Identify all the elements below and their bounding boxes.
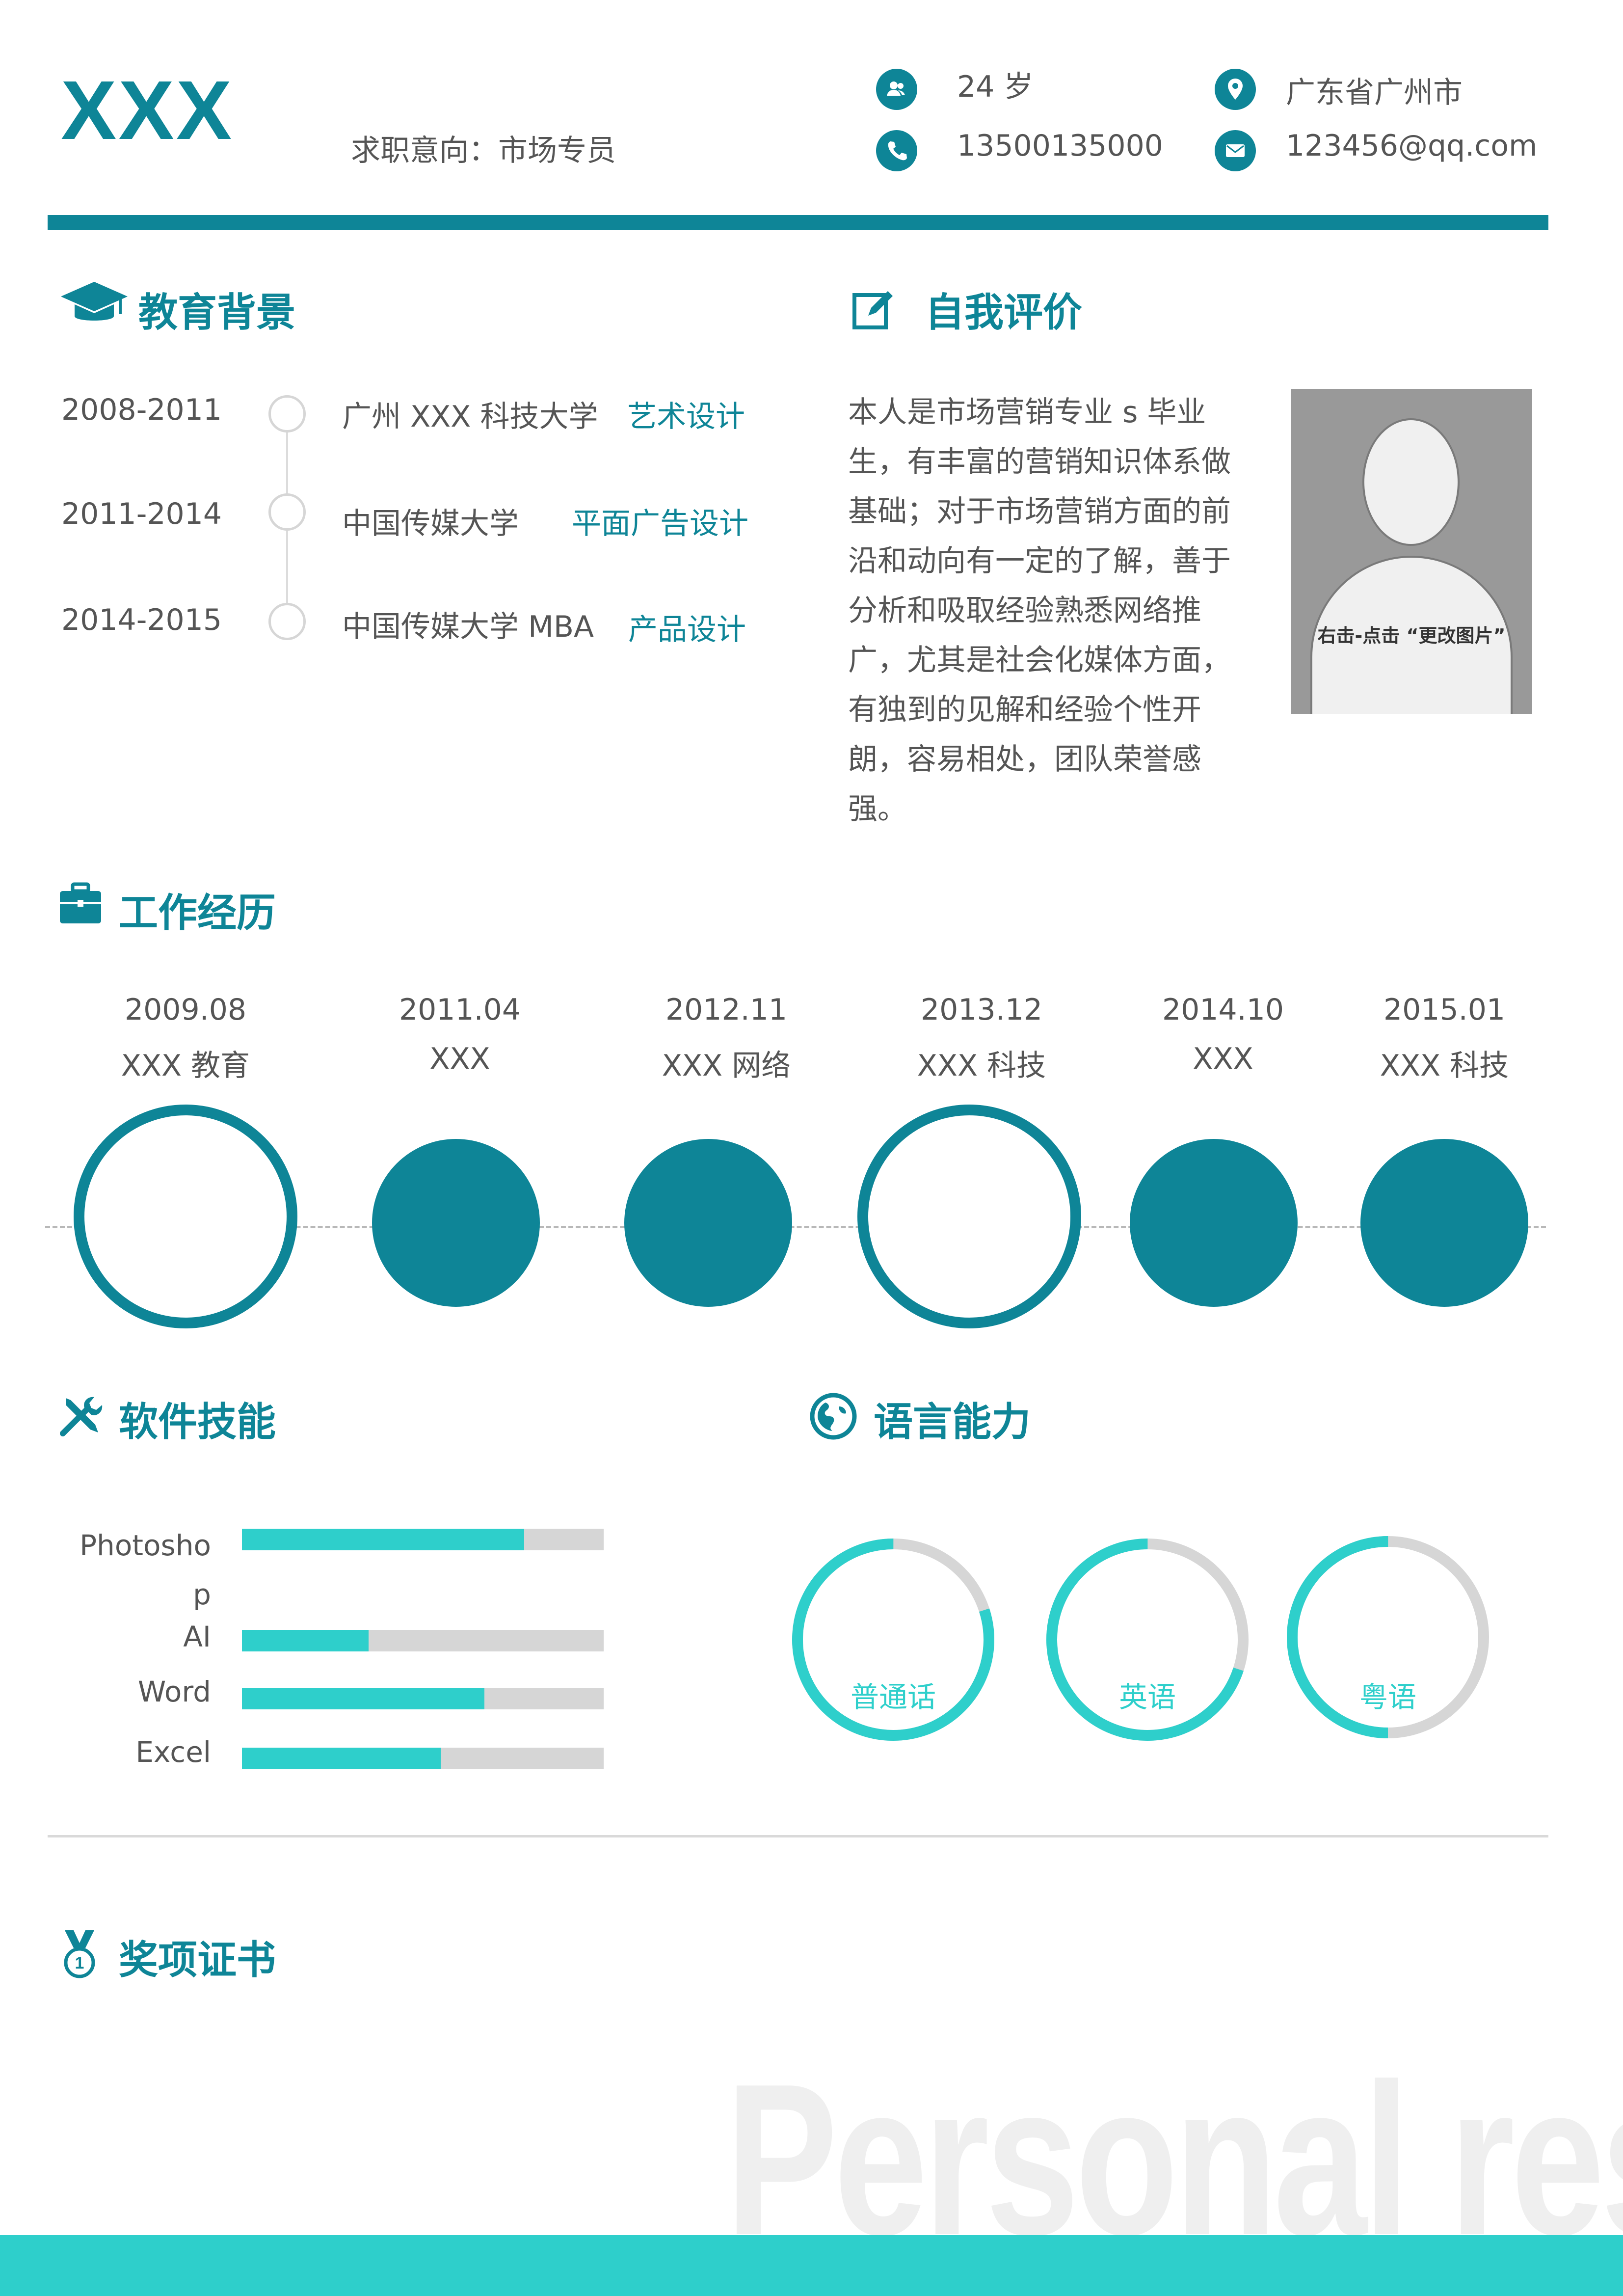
skill-bar-track xyxy=(242,1748,604,1769)
candidate-name: XXX xyxy=(61,64,234,157)
work-date: 2011.04 xyxy=(399,993,521,1027)
briefcase-icon xyxy=(58,881,103,928)
section-divider xyxy=(48,1835,1548,1837)
skill-bar-fill xyxy=(242,1529,524,1550)
user-icon xyxy=(876,69,917,110)
education-node xyxy=(268,603,306,640)
tools-icon xyxy=(58,1393,106,1443)
education-major: 产品设计 xyxy=(628,613,746,647)
skill-bar-fill xyxy=(242,1688,484,1709)
skill-label: Word xyxy=(137,1675,211,1708)
language-ring-chart xyxy=(792,1539,994,1741)
skill-label: AI xyxy=(183,1620,211,1653)
profile-photo-placeholder[interactable]: 右击-点击 “更改图片” xyxy=(1291,389,1532,714)
graduation-cap-icon xyxy=(60,279,129,330)
work-node-ring xyxy=(857,1105,1081,1328)
work-node-ring xyxy=(74,1105,297,1328)
work-date: 2014.10 xyxy=(1162,993,1284,1027)
awards-title: 奖项证书 xyxy=(119,1937,276,1983)
watermark-text: Personal resume xyxy=(725,2039,1623,2280)
language-ring-chart xyxy=(1046,1539,1249,1741)
phone-icon xyxy=(876,130,917,171)
skills-title: 软件技能 xyxy=(119,1399,276,1445)
skill-bar-track xyxy=(242,1529,604,1550)
work-date: 2015.01 xyxy=(1383,993,1506,1027)
education-major: 艺术设计 xyxy=(627,400,745,434)
work-date: 2012.11 xyxy=(665,993,788,1027)
work-company: XXX 科技 xyxy=(917,1049,1046,1083)
skill-bar-track xyxy=(242,1630,604,1651)
work-company: XXX xyxy=(429,1042,490,1076)
skill-label: Photoshop xyxy=(80,1529,211,1611)
languages-title: 语言能力 xyxy=(874,1399,1031,1445)
language-label: 英语 xyxy=(1118,1680,1176,1714)
location-text: 广东省广州市 xyxy=(1286,76,1463,110)
job-intent: 求职意向：市场专员 xyxy=(351,134,616,168)
education-years: 2008-2011 xyxy=(61,393,222,427)
language-ring-progress xyxy=(792,1539,994,1741)
photo-caption: 右击-点击 “更改图片” xyxy=(1317,625,1506,647)
email-text: 123456@qq.com xyxy=(1286,129,1538,163)
education-major: 平面广告设计 xyxy=(572,507,748,541)
evaluation-title: 自我评价 xyxy=(925,290,1082,335)
education-title: 教育背景 xyxy=(138,290,295,335)
education-years: 2014-2015 xyxy=(61,603,222,637)
language-ring-progress xyxy=(1287,1536,1489,1738)
skill-label: Excel xyxy=(135,1735,211,1769)
svg-text:1: 1 xyxy=(75,1954,84,1972)
work-node-filled xyxy=(1360,1139,1528,1307)
globe-icon xyxy=(809,1392,858,1443)
phone-text: 13500135000 xyxy=(957,129,1163,163)
education-years: 2011-2014 xyxy=(61,497,222,531)
skill-bar-track xyxy=(242,1688,604,1709)
work-node-filled xyxy=(624,1139,792,1307)
location-pin-icon xyxy=(1215,69,1256,110)
work-date: 2013.12 xyxy=(920,993,1043,1027)
work-company: XXX xyxy=(1193,1042,1253,1076)
edit-icon xyxy=(851,287,896,333)
mail-icon xyxy=(1215,130,1256,171)
language-ring-progress xyxy=(1046,1539,1249,1741)
education-node xyxy=(268,493,306,531)
skill-bar-fill xyxy=(242,1748,441,1769)
education-school: 中国传媒大学 xyxy=(342,507,519,541)
education-school: 中国传媒大学 MBA xyxy=(342,610,594,644)
work-company: XXX 网络 xyxy=(662,1049,791,1083)
work-node-filled xyxy=(1130,1139,1298,1307)
work-company: XXX 教育 xyxy=(121,1049,250,1083)
language-ring-chart xyxy=(1287,1536,1489,1738)
education-school: 广州 XXX 科技大学 xyxy=(342,400,598,434)
work-title: 工作经历 xyxy=(119,890,276,936)
header-divider xyxy=(48,215,1548,230)
language-label: 粤语 xyxy=(1359,1680,1416,1714)
work-timeline-dashed-line xyxy=(45,1226,1546,1228)
language-label: 普通话 xyxy=(850,1680,936,1714)
work-node-filled xyxy=(372,1139,540,1307)
footer-bar xyxy=(0,2235,1623,2296)
avatar-head-shape xyxy=(1362,418,1460,546)
evaluation-text: 本人是市场营销专业 s 毕业生，有丰富的营销知识体系做基础；对于市场营销方面的前… xyxy=(848,395,1231,826)
work-date: 2009.08 xyxy=(124,993,247,1027)
work-company: XXX 科技 xyxy=(1380,1049,1509,1083)
skill-bar-fill xyxy=(242,1630,369,1651)
medal-icon: 1 xyxy=(60,1928,99,1984)
education-node xyxy=(268,395,306,432)
age-text: 24 岁 xyxy=(957,70,1034,104)
